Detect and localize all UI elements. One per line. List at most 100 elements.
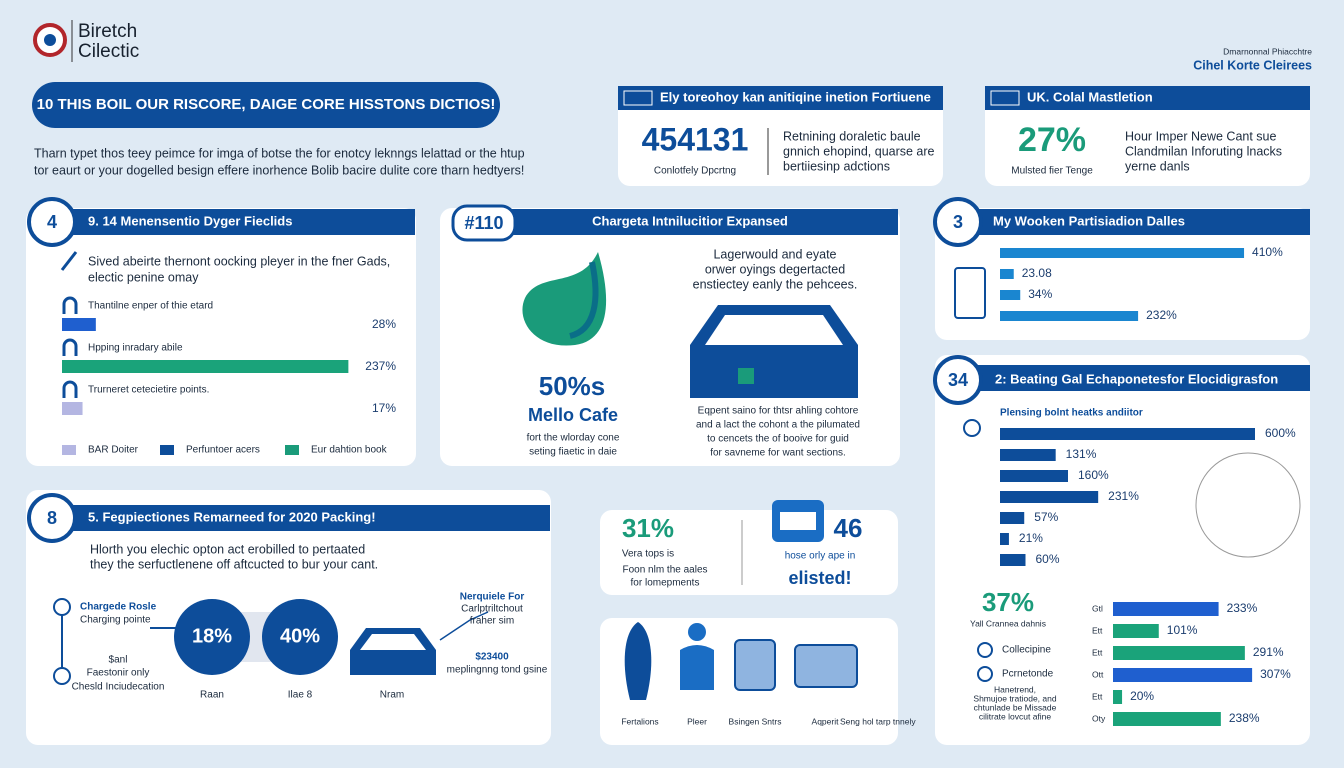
bar-value: 23.08 bbox=[1022, 266, 1052, 280]
panel-header bbox=[60, 505, 550, 531]
bar-value: 307% bbox=[1260, 667, 1291, 681]
panel bbox=[26, 208, 416, 466]
bar-value: 238% bbox=[1229, 711, 1260, 725]
tagline: Dmarnonnal Phiacchtre bbox=[1223, 46, 1312, 56]
panel-header bbox=[55, 209, 415, 235]
card-header-text: UK. Colal Mastletion bbox=[1027, 89, 1153, 104]
connector bbox=[439, 611, 489, 641]
bar bbox=[62, 318, 96, 331]
stat-caption: Vera tops is bbox=[622, 549, 674, 560]
car-window bbox=[705, 315, 843, 345]
stat-caption: Mulsted fier Tenge bbox=[1011, 166, 1093, 177]
icon bbox=[734, 639, 776, 691]
stat-figure: 31% bbox=[622, 513, 674, 543]
stat-text: Clandmilan Inforuting lnacks bbox=[1125, 144, 1282, 158]
panel-intro: Hlorth you elechic opton act erobilled t… bbox=[90, 542, 365, 556]
bar-label: Hpping inradary abile bbox=[88, 343, 183, 354]
legend-swatch bbox=[160, 445, 174, 455]
left-label: Chesld Inciudecation bbox=[72, 682, 165, 693]
icon bbox=[794, 644, 858, 688]
icon bbox=[780, 512, 816, 530]
bar-value: 34% bbox=[1028, 287, 1052, 301]
legend-label: Collecipine bbox=[1002, 645, 1051, 656]
badge-text: #110 bbox=[464, 213, 503, 233]
bar-label: Thantilne enper of thie etard bbox=[88, 301, 213, 312]
number-badge bbox=[27, 493, 77, 543]
icon-label: Pleer bbox=[687, 716, 707, 726]
figure: 37% bbox=[982, 587, 1034, 617]
circle-figure: 40% bbox=[280, 625, 320, 647]
name: Mello Cafe bbox=[528, 405, 618, 425]
left-label: Faestonir only bbox=[87, 668, 150, 679]
panel-number: 34 bbox=[948, 370, 968, 390]
icon bbox=[688, 623, 706, 641]
row-label: Ett bbox=[1092, 691, 1103, 701]
bar-value: 232% bbox=[1146, 308, 1177, 322]
icon-note: Seng hol tarp tnnely bbox=[840, 716, 916, 726]
icon bbox=[62, 338, 78, 356]
icon-label: Aqperit bbox=[812, 716, 840, 726]
number-badge bbox=[27, 197, 77, 247]
panel-header bbox=[960, 365, 1310, 391]
intro-text: Tharn typet thos teey peimce for imga of… bbox=[34, 146, 525, 160]
bar-value: 237% bbox=[365, 359, 396, 373]
bar bbox=[1000, 248, 1245, 258]
stat-text: for lomepments bbox=[631, 578, 700, 589]
panel-header bbox=[468, 209, 898, 235]
icon bbox=[624, 622, 652, 700]
stat-circle bbox=[174, 599, 250, 675]
icon-label: Bsingen Sntrs bbox=[729, 716, 782, 726]
text: Eqpent saino for thtsr ahling cohtore bbox=[698, 406, 859, 417]
panel-intro: electic penine omay bbox=[88, 270, 199, 284]
stat-figure: 27% bbox=[1018, 121, 1086, 159]
bar-value: 101% bbox=[1167, 623, 1198, 637]
legend-label: BAR Doiter bbox=[88, 445, 139, 456]
bar-value: 17% bbox=[372, 401, 396, 415]
bar bbox=[1000, 512, 1025, 524]
decor-ring bbox=[1195, 452, 1301, 558]
panel-number: 4 bbox=[47, 212, 57, 232]
note: Shmujoe tratiode, and bbox=[973, 693, 1056, 703]
panel-title: 5. Fegpiectiones Remarneed for 2020 Pack… bbox=[88, 509, 376, 524]
bar bbox=[1000, 533, 1009, 545]
text: for savneme for want sections. bbox=[710, 448, 846, 459]
right-label: Carlptriltchout bbox=[461, 604, 523, 615]
circle-figure: 18% bbox=[192, 625, 232, 647]
panel-subtitle: Plensing bolnt heatks andiitor bbox=[1000, 408, 1143, 419]
bar bbox=[1113, 668, 1253, 682]
stat-text: Foon nlm the aales bbox=[622, 565, 707, 576]
note: cilitrate lovcut afine bbox=[979, 711, 1052, 721]
right-label: $23400 bbox=[475, 652, 509, 663]
bar-value: 233% bbox=[1227, 601, 1258, 615]
bar bbox=[1000, 269, 1014, 279]
bar-value: 600% bbox=[1265, 426, 1296, 440]
legend-label: Pcrnetonde bbox=[1002, 669, 1054, 680]
stat-text: Retnining doraletic baule bbox=[783, 129, 921, 143]
stat-caption: hose orly ape in bbox=[785, 551, 856, 562]
bar bbox=[1113, 712, 1221, 726]
row-label: Ett bbox=[1092, 625, 1103, 635]
right-label: fraher sim bbox=[470, 616, 514, 627]
legend-swatch bbox=[285, 445, 299, 455]
logo-text: Biretch bbox=[78, 21, 137, 42]
logo-text: Cilectic bbox=[78, 41, 139, 62]
text: enstiectey eanly the pehcees. bbox=[693, 277, 858, 291]
bar-value: 131% bbox=[1066, 447, 1097, 461]
banner bbox=[32, 82, 500, 128]
legend-label: Eur dahtion book bbox=[311, 445, 388, 456]
icon bbox=[680, 645, 714, 690]
intro-text: tor eaurt or your dogelled besign effere… bbox=[34, 163, 524, 177]
row-label: Gtl bbox=[1092, 603, 1103, 613]
banner-title: 10 THIS BOIL OUR RISCORE, DAIGE CORE HIS… bbox=[37, 96, 496, 113]
bar-label: Trurneret cetecietire points. bbox=[88, 385, 209, 396]
brand: Cihel Korte Cleirees bbox=[1193, 58, 1312, 72]
right-label: Nerquiele For bbox=[460, 592, 525, 603]
bar-value: 291% bbox=[1253, 645, 1284, 659]
panel bbox=[440, 208, 900, 466]
legend-swatch bbox=[977, 642, 993, 658]
stat-text: gnnich ehopind, quarse are bbox=[783, 144, 935, 158]
row-label: Ett bbox=[1092, 647, 1103, 657]
bar-value: 60% bbox=[1036, 552, 1060, 566]
stat-text: bertiiesinp adctions bbox=[783, 159, 890, 173]
